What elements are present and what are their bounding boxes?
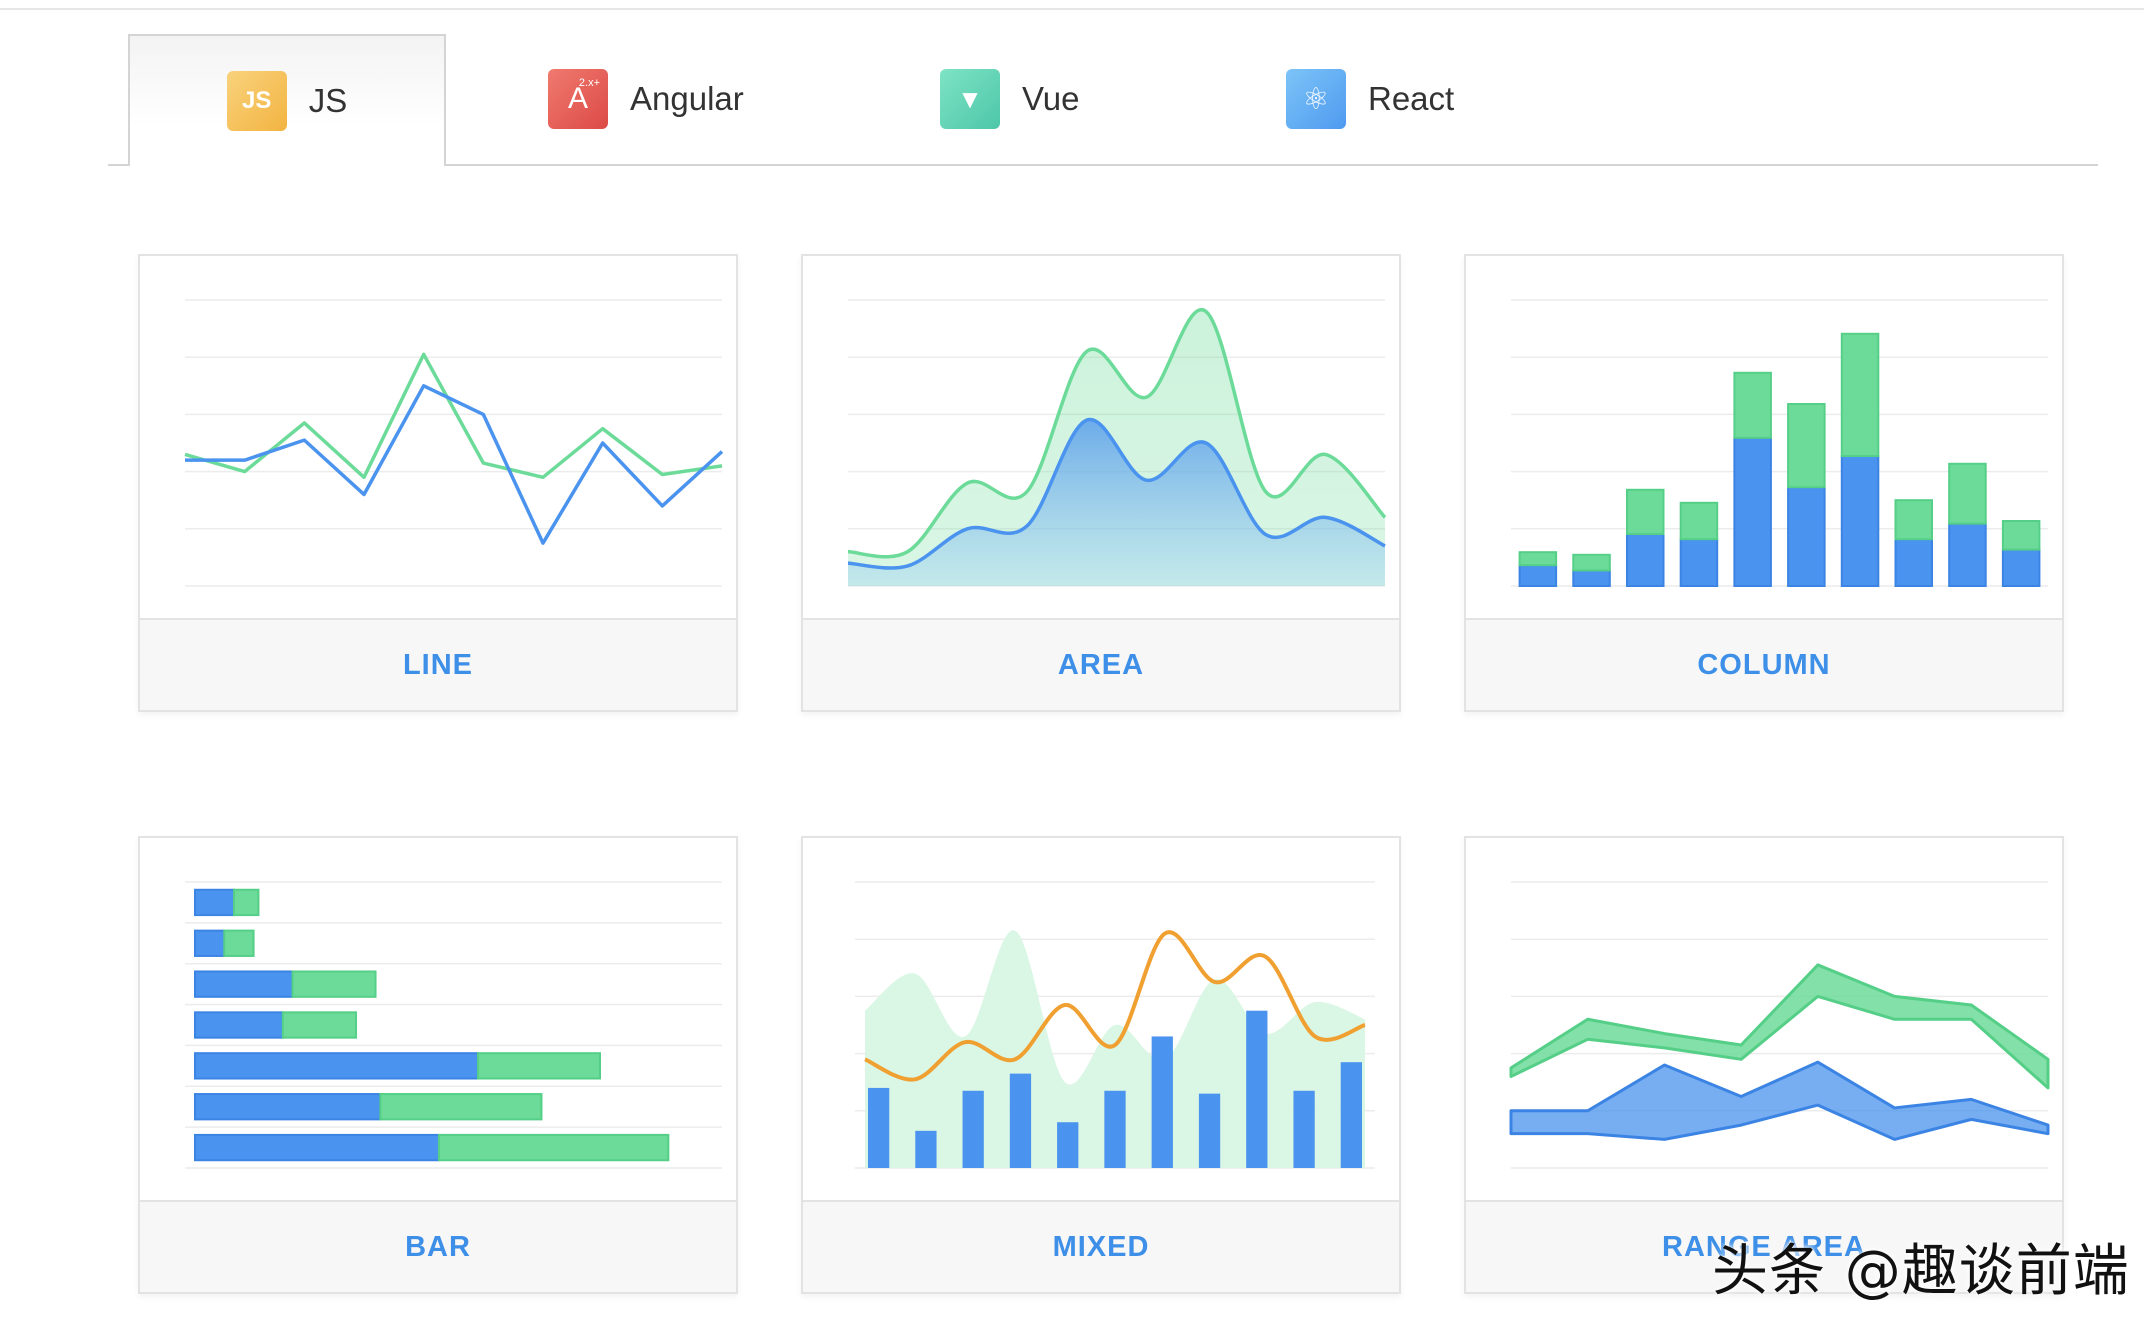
mixed-bar (1246, 1010, 1268, 1168)
column-bar-blue (1572, 569, 1611, 587)
tab-react-label: React (1368, 80, 1455, 117)
js-logo-icon: JS (226, 71, 287, 131)
chart-card-mixed[interactable]: MIXED (801, 836, 1401, 1294)
bar-green (477, 1052, 602, 1080)
column-bar-blue (2001, 548, 2041, 588)
chart-card-label: MIXED (803, 1200, 1399, 1292)
column-bar-blue (1733, 436, 1772, 587)
bar-blue (194, 1011, 284, 1039)
column-bar-green (1518, 551, 1558, 567)
bar-blue (194, 970, 294, 998)
tab-react[interactable]: ⚛ React (1286, 34, 1454, 164)
series-line-green (847, 307, 1387, 559)
react-logo-icon: ⚛ (1286, 69, 1346, 129)
mixed-bar (1104, 1090, 1126, 1168)
column-bar-green (2001, 520, 2041, 551)
chart-card-column[interactable]: COLUMN (1464, 254, 2064, 712)
chart-card-bar[interactable]: BAR (138, 836, 738, 1294)
bar-green (281, 1011, 358, 1039)
mixed-bar (1293, 1090, 1315, 1168)
column-bar-green (1840, 332, 1880, 457)
bar-green (437, 1133, 670, 1162)
line-chart (184, 299, 724, 587)
bar-green (223, 929, 255, 957)
mixed-line (864, 930, 1366, 1082)
bar-blue (194, 1093, 382, 1121)
tab-js-label: JS (308, 82, 348, 119)
area-chart (847, 299, 1387, 587)
mixed-bar (1009, 1073, 1032, 1168)
bar-chart (185, 881, 722, 1169)
column-bar-green (1679, 501, 1719, 541)
chart-card-line[interactable]: LINE (138, 254, 738, 712)
chart-card-label: AREA (803, 618, 1399, 710)
tab-vue[interactable]: ▼ Vue (940, 34, 1080, 164)
series-line-green (184, 352, 723, 480)
bar-green (291, 970, 377, 998)
tab-angular[interactable]: A 2.x+ Angular (548, 34, 744, 164)
range-area-chart (1509, 881, 2050, 1169)
mixed-bar (915, 1130, 937, 1168)
mixed-chart (855, 881, 1375, 1169)
tab-js[interactable]: JS JS (128, 34, 446, 166)
column-bar-blue (1518, 564, 1558, 588)
series-line-blue (847, 417, 1386, 570)
framework-tabs: JS JS A 2.x+ Angular ▼ Vue ⚛ React (108, 34, 2098, 166)
chart-card-label: RANGE AREA (1466, 1200, 2062, 1292)
bar-green (379, 1093, 543, 1121)
chart-card-label: COLUMN (1466, 618, 2062, 710)
column-bar-green (1894, 499, 1934, 541)
bar-blue (194, 888, 236, 917)
bar-blue (194, 1133, 440, 1162)
column-bar-green (1787, 403, 1826, 489)
tab-angular-label: Angular (630, 80, 744, 117)
column-bar-green (1733, 371, 1772, 439)
chart-card-range-area[interactable]: RANGE AREA (1464, 836, 2064, 1294)
bar-blue (194, 929, 226, 957)
series-area-blue (848, 419, 1385, 586)
mixed-bar (1340, 1062, 1362, 1168)
vue-logo-icon: ▼ (940, 69, 1000, 129)
top-divider (0, 8, 2144, 10)
column-bar-green (1572, 553, 1611, 572)
bar-green (233, 888, 260, 917)
mixed-area (865, 930, 1365, 1168)
watermark: 头条 @趣谈前端 (1712, 1239, 2130, 1304)
series-line-blue (185, 384, 724, 545)
column-bar-blue (1787, 486, 1826, 587)
range-area-green (1509, 963, 2050, 1090)
angular-logo-icon: A 2.x+ (548, 69, 608, 129)
mixed-bar (1198, 1093, 1221, 1168)
column-bar-green (1948, 462, 1987, 525)
mixed-bar (868, 1087, 890, 1168)
tab-vue-label: Vue (1022, 80, 1080, 117)
mixed-bar (962, 1090, 984, 1168)
column-chart (1511, 299, 2048, 588)
bar-blue (194, 1052, 480, 1080)
range-area-blue (1509, 1060, 2050, 1141)
column-bar-blue (1625, 533, 1665, 587)
column-bar-blue (1948, 522, 1987, 588)
column-bar-green (1625, 488, 1665, 536)
mixed-bar (1057, 1122, 1079, 1168)
column-bar-blue (1840, 455, 1880, 587)
chart-card-label: BAR (140, 1200, 736, 1292)
column-bar-blue (1894, 538, 1934, 588)
column-bar-blue (1679, 538, 1719, 588)
chart-card-area[interactable]: AREA (801, 254, 1401, 712)
chart-card-label: LINE (140, 618, 736, 710)
mixed-bar (1151, 1036, 1173, 1168)
